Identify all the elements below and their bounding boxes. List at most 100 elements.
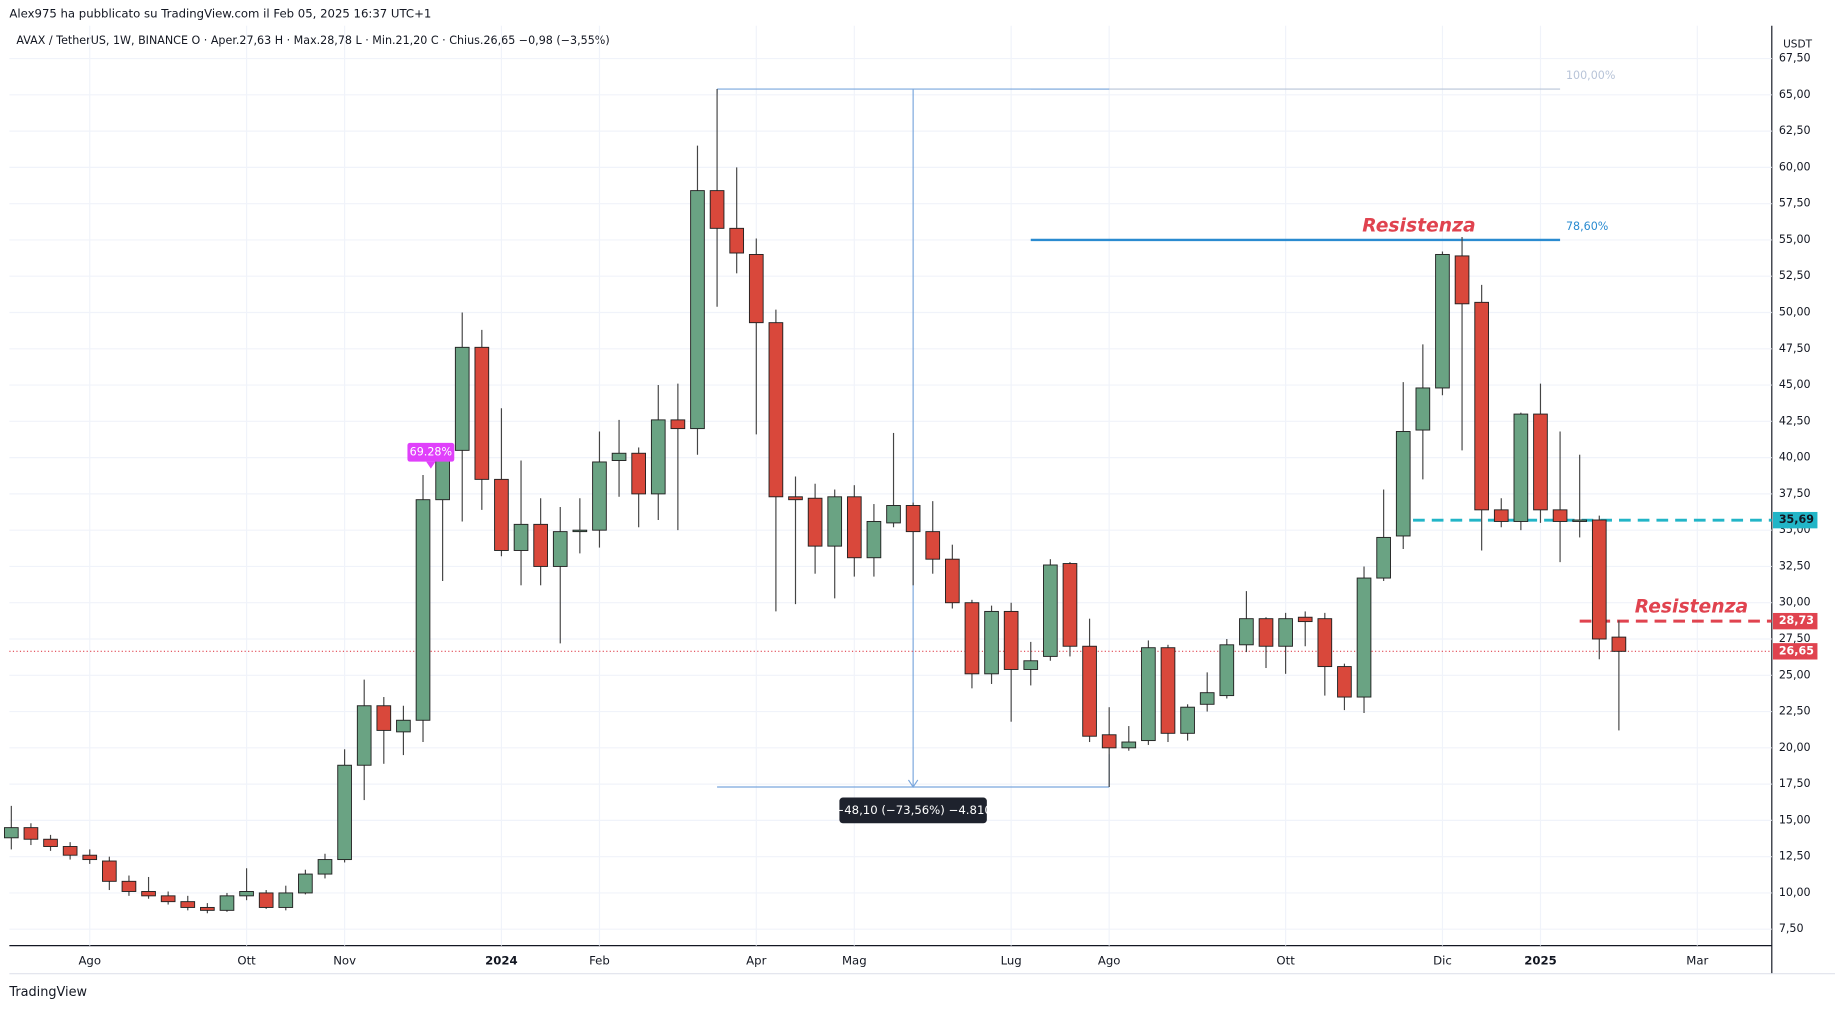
- x-tick-label: Lug: [1001, 953, 1022, 967]
- candle-body: [494, 478, 509, 551]
- candle-body: [337, 764, 352, 861]
- candle-body: [1101, 734, 1117, 749]
- y-tick-label: 47,50: [1779, 342, 1811, 355]
- candle-body: [1493, 509, 1509, 522]
- candle-body: [474, 346, 490, 480]
- candle-body: [1591, 519, 1607, 640]
- candle-body: [552, 531, 568, 567]
- y-tick-label: 17,50: [1779, 777, 1811, 790]
- candle-body: [1611, 636, 1627, 652]
- y-tick-label: 40,00: [1779, 451, 1811, 464]
- candle-body: [650, 419, 666, 495]
- candle-body: [1415, 387, 1431, 431]
- candle-body: [1219, 644, 1235, 697]
- candle-body: [200, 906, 215, 911]
- price-label: 35,69: [1779, 513, 1814, 526]
- y-tick-label: 15,00: [1779, 813, 1811, 826]
- y-tick-label: 50,00: [1779, 306, 1811, 319]
- y-tick-label: 62,50: [1779, 124, 1811, 137]
- x-tick-label: Ago: [1098, 953, 1121, 967]
- y-tick-label: 12,50: [1779, 850, 1811, 863]
- candle-body: [1297, 616, 1313, 623]
- candle-body: [1356, 577, 1372, 698]
- y-tick-label: 37,50: [1779, 487, 1811, 500]
- candle-body: [846, 496, 862, 559]
- y-tick-label: 25,00: [1779, 668, 1811, 681]
- candle-body: [219, 895, 235, 911]
- candle-body: [239, 891, 254, 897]
- measure-arrow-head: [907, 779, 919, 789]
- x-tick-label: Ott: [1276, 953, 1295, 967]
- candle-body: [356, 705, 372, 766]
- marker-box: [407, 442, 455, 462]
- candle-body: [1003, 610, 1019, 670]
- x-tick-label: Apr: [746, 953, 766, 967]
- candle-body: [1513, 413, 1529, 522]
- candle-body: [278, 892, 294, 908]
- x-tick-label: Nov: [333, 953, 356, 967]
- y-tick-label: 60,00: [1779, 160, 1811, 173]
- candle-body: [690, 190, 705, 430]
- legend: AVAX / TetherUS, 1W, BINANCE O · Aper.27…: [16, 34, 609, 47]
- x-tick-label: Ott: [237, 953, 256, 967]
- candle-body: [62, 846, 78, 856]
- candle-body: [415, 499, 431, 721]
- candle-body: [82, 854, 98, 861]
- candle-body: [905, 505, 921, 533]
- y-tick-label: 32,50: [1779, 559, 1811, 572]
- candle-body: [748, 253, 764, 324]
- candle-body: [1552, 509, 1568, 522]
- candle-body: [925, 531, 941, 560]
- x-tick-label: Mag: [842, 953, 867, 967]
- y-tick-label: 67,50: [1779, 52, 1811, 65]
- candle-body: [729, 227, 745, 254]
- measure-box: [839, 797, 987, 824]
- candle-body: [1395, 431, 1411, 537]
- candle-body: [592, 461, 607, 531]
- y-tick-label: 45,00: [1779, 378, 1811, 391]
- candle-body: [1043, 564, 1058, 657]
- candle-body: [1023, 660, 1039, 670]
- currency: USDT: [1783, 38, 1812, 50]
- candle-body: [1533, 413, 1548, 511]
- brand: TradingView: [8, 985, 87, 1000]
- candle-body: [121, 880, 137, 892]
- candle-body: [454, 346, 470, 451]
- x-tick-label: Mar: [1686, 953, 1708, 967]
- candle-body: [317, 859, 333, 875]
- x-tick-label: Ago: [78, 953, 101, 967]
- candle-body: [788, 496, 803, 501]
- y-tick-label: 57,50: [1779, 197, 1811, 210]
- price-label-box: [1772, 643, 1818, 660]
- candle-body: [807, 497, 823, 547]
- marker-label: 69.28%: [410, 445, 452, 458]
- candle-body: [670, 419, 686, 430]
- y-tick-label: 65,00: [1779, 88, 1811, 101]
- price-label-box: [1772, 511, 1818, 529]
- candle-body: [611, 452, 627, 461]
- candle-body: [180, 901, 196, 908]
- price-label-box: [1772, 612, 1818, 630]
- y-tick-label: 27,50: [1779, 632, 1811, 645]
- candle-body: [102, 860, 117, 882]
- candle-body: [1572, 519, 1588, 522]
- candle-body: [964, 602, 980, 675]
- x-tick-label: 2025: [1524, 953, 1557, 967]
- fib-label: 100,00%: [1566, 69, 1615, 82]
- candle-body: [376, 705, 392, 731]
- candle-body: [1141, 647, 1156, 742]
- y-tick-label: 22,50: [1779, 705, 1811, 718]
- candle-body: [1258, 618, 1274, 647]
- y-tick-label: 52,50: [1779, 269, 1811, 282]
- x-tick-label: 2024: [485, 953, 518, 967]
- candle-body: [1337, 666, 1352, 698]
- candle-body: [533, 523, 548, 567]
- y-tick-label: 30,00: [1779, 596, 1811, 609]
- x-tick-label: Feb: [589, 953, 610, 967]
- candle-body: [866, 520, 882, 559]
- candle-body: [709, 190, 725, 229]
- candle-body: [1082, 645, 1097, 737]
